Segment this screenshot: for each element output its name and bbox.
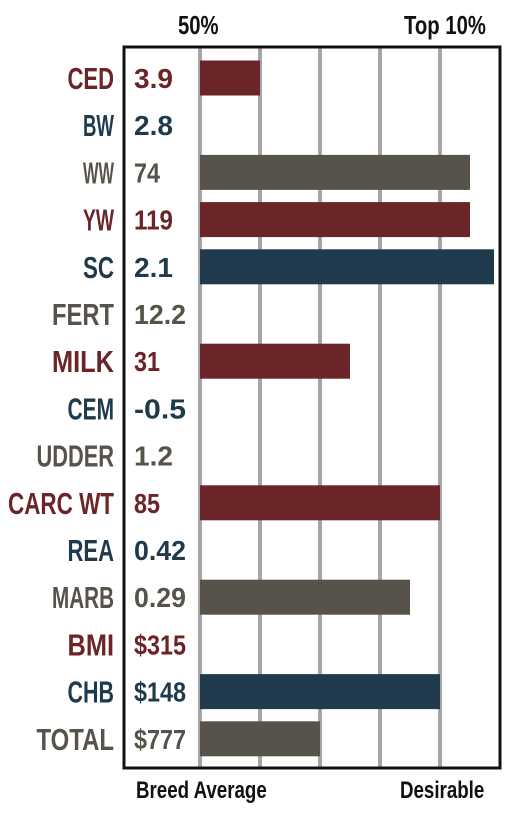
value-label: 0.29 (134, 582, 186, 613)
trait-label: WW (83, 155, 114, 190)
bar-marb (200, 579, 410, 615)
trait-label: BMI (68, 627, 115, 662)
trait-label: MARB (52, 580, 114, 615)
trait-label: FERT (52, 297, 114, 332)
value-label: 74 (134, 157, 160, 188)
value-label: 2.8 (134, 110, 173, 141)
value-label: $315 (134, 629, 186, 660)
trait-label: REA (68, 533, 115, 568)
bar-milk (200, 343, 350, 379)
value-label: -0.5 (134, 393, 186, 424)
value-label: $148 (134, 677, 186, 708)
desirable-label: Desirable (400, 777, 485, 804)
trait-label: TOTAL (37, 722, 115, 757)
trait-label: CED (68, 61, 115, 96)
bar-ced (200, 60, 260, 96)
trait-label: UDDER (37, 439, 115, 474)
bar-ww (200, 154, 470, 190)
fifty-percent-label: 50% (178, 10, 219, 40)
value-label: $777 (134, 724, 186, 755)
trait-label: CEM (68, 391, 115, 426)
bar-sc (200, 249, 494, 285)
trait-label: CHB (68, 675, 115, 710)
trait-label: CARC WT (8, 486, 114, 521)
trait-label: SC (83, 250, 114, 285)
top-ten-percent-label: Top 10% (404, 10, 486, 40)
value-label: 31 (134, 346, 160, 377)
value-label: 119 (134, 205, 173, 236)
value-label: 1.2 (134, 441, 173, 472)
bar-chb (200, 674, 440, 710)
trait-label: BW (83, 108, 114, 143)
breed-average-label: Breed Average (136, 777, 267, 804)
bar-total (200, 721, 320, 757)
value-label: 12.2 (134, 299, 186, 330)
value-label: 85 (134, 488, 160, 519)
trait-label: YW (83, 203, 114, 238)
trait-label: MILK (52, 344, 114, 379)
value-label: 0.42 (134, 535, 186, 566)
bar-carc-wt (200, 485, 440, 521)
value-label: 2.1 (134, 252, 173, 283)
value-label: 3.9 (134, 63, 173, 94)
chart-frame (122, 45, 502, 770)
bar-yw (200, 202, 470, 238)
